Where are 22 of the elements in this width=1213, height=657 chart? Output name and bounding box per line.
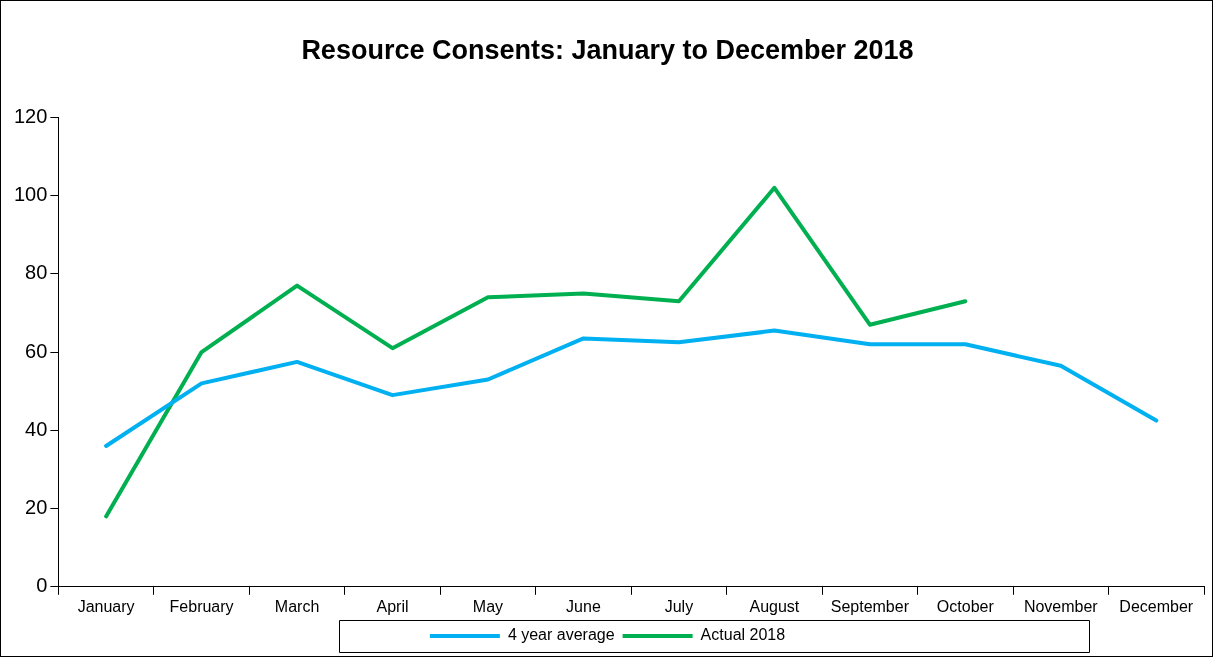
legend-label: 4 year average <box>507 626 615 644</box>
y-tick-label: 100 <box>13 183 48 206</box>
legend-label: Actual 2018 <box>700 626 786 644</box>
y-tick-label: 120 <box>13 104 48 127</box>
y-tick-label: 80 <box>25 261 48 284</box>
x-tick-label: January <box>77 597 135 615</box>
x-tick-label: June <box>566 597 601 615</box>
y-tick-label: 40 <box>25 417 48 440</box>
x-tick-label: March <box>274 597 320 615</box>
x-tick-label: July <box>664 597 694 615</box>
x-tick-label: September <box>830 597 910 615</box>
x-tick-label: May <box>472 597 504 615</box>
x-tick-label: November <box>1023 597 1099 615</box>
x-tick-label: December <box>1119 597 1194 615</box>
x-tick-label: February <box>169 597 234 615</box>
x-tick-label: August <box>749 597 800 615</box>
x-tick-label: April <box>376 597 409 615</box>
y-tick-label: 60 <box>25 339 48 362</box>
x-tick-label: October <box>936 597 995 615</box>
y-tick-label: 0 <box>36 574 48 597</box>
y-tick-label: 20 <box>25 496 48 519</box>
chart-title: Resource Consents: January to December 2018 <box>301 34 914 65</box>
